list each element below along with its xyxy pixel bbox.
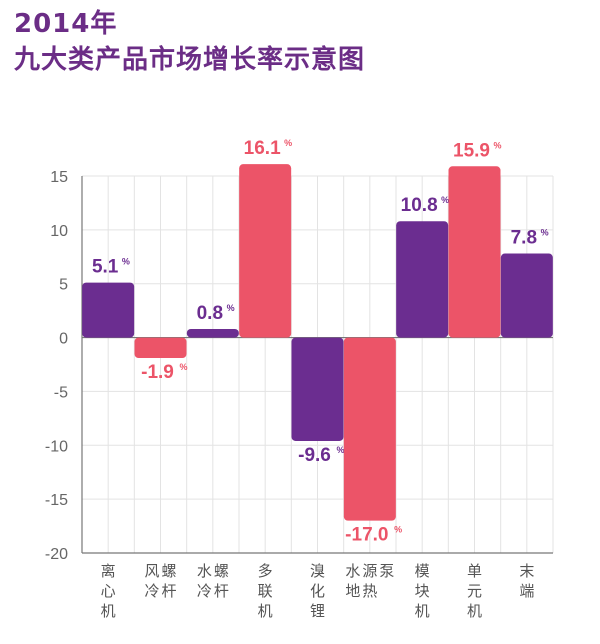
data-label: 10.8 xyxy=(401,195,438,216)
bar-8 xyxy=(448,166,501,338)
chart-title: 2014年 九大类产品市场增长率示意图 xyxy=(14,6,365,78)
x-category-label: 水 xyxy=(345,562,360,580)
data-label: 16.1 xyxy=(244,138,281,159)
x-category-label: 机 xyxy=(415,602,430,620)
y-tick-label: 10 xyxy=(50,223,68,240)
data-label: 7.8 xyxy=(511,228,537,249)
data-label-unit: % xyxy=(284,138,292,148)
data-label: 15.9 xyxy=(453,140,490,161)
bar-5 xyxy=(291,337,344,441)
x-category-label: 心 xyxy=(101,582,116,600)
x-category-label: 块 xyxy=(415,582,430,600)
data-label: -17.0 xyxy=(345,525,388,546)
y-tick-label: -10 xyxy=(45,438,68,455)
x-category-label: 冷 xyxy=(197,582,212,600)
bar-3 xyxy=(186,328,239,338)
bar-6 xyxy=(343,337,396,521)
x-category-label: 化 xyxy=(310,582,325,600)
y-tick-label: -5 xyxy=(54,384,68,401)
bar-1 xyxy=(82,282,135,338)
x-category-label: 联 xyxy=(258,582,273,600)
data-label-unit: % xyxy=(180,362,188,372)
data-label-unit: % xyxy=(122,257,130,267)
data-label-unit: % xyxy=(441,195,449,205)
x-category-label: 溴 xyxy=(310,562,325,580)
x-category-label: 源 xyxy=(362,562,377,580)
x-category-label: 多 xyxy=(258,562,273,580)
x-category-label: 锂 xyxy=(310,602,325,620)
data-label: 5.1 xyxy=(92,257,119,278)
y-tick-label: 5 xyxy=(59,277,68,294)
data-label: -9.6 xyxy=(298,445,331,466)
x-category-label: 杆 xyxy=(161,582,176,600)
bar-4 xyxy=(239,164,292,338)
data-label: -1.9 xyxy=(141,362,174,383)
x-category-label: 单 xyxy=(467,562,482,580)
x-category-label: 水 xyxy=(197,562,212,580)
title-year: 2014年 xyxy=(14,9,118,39)
y-tick-label: 0 xyxy=(59,331,68,348)
data-label-unit: % xyxy=(541,228,549,238)
data-label-unit: % xyxy=(337,445,345,455)
data-label: 0.8 xyxy=(197,303,223,324)
y-tick-label: 15 xyxy=(50,169,68,186)
x-category-label: 热 xyxy=(362,582,377,600)
x-category-label: 冷 xyxy=(144,582,159,600)
x-category-label: 模 xyxy=(415,562,430,580)
x-category-label: 风 xyxy=(144,562,159,580)
data-label-unit: % xyxy=(227,303,235,313)
x-category-label: 离 xyxy=(101,562,116,580)
x-category-label: 端 xyxy=(519,582,534,600)
x-category-label: 螺 xyxy=(214,562,229,580)
x-category-label: 机 xyxy=(467,602,482,620)
bar-7 xyxy=(396,221,449,338)
x-category-label: 螺 xyxy=(161,562,176,580)
x-category-label: 元 xyxy=(467,582,482,600)
x-category-label: 杆 xyxy=(214,582,229,600)
x-category-label: 泵 xyxy=(379,562,394,580)
x-category-label: 机 xyxy=(101,602,116,620)
y-tick-label: -15 xyxy=(45,492,68,509)
title-main: 九大类产品市场增长率示意图 xyxy=(14,45,366,75)
y-tick-label: -20 xyxy=(45,546,68,563)
data-label-unit: % xyxy=(494,140,502,150)
bar-2 xyxy=(134,337,187,359)
x-category-label: 机 xyxy=(258,602,273,620)
x-category-label: 末 xyxy=(519,562,534,580)
x-category-label: 地 xyxy=(345,582,360,600)
data-label-unit: % xyxy=(394,525,402,535)
bar-9 xyxy=(500,253,553,338)
